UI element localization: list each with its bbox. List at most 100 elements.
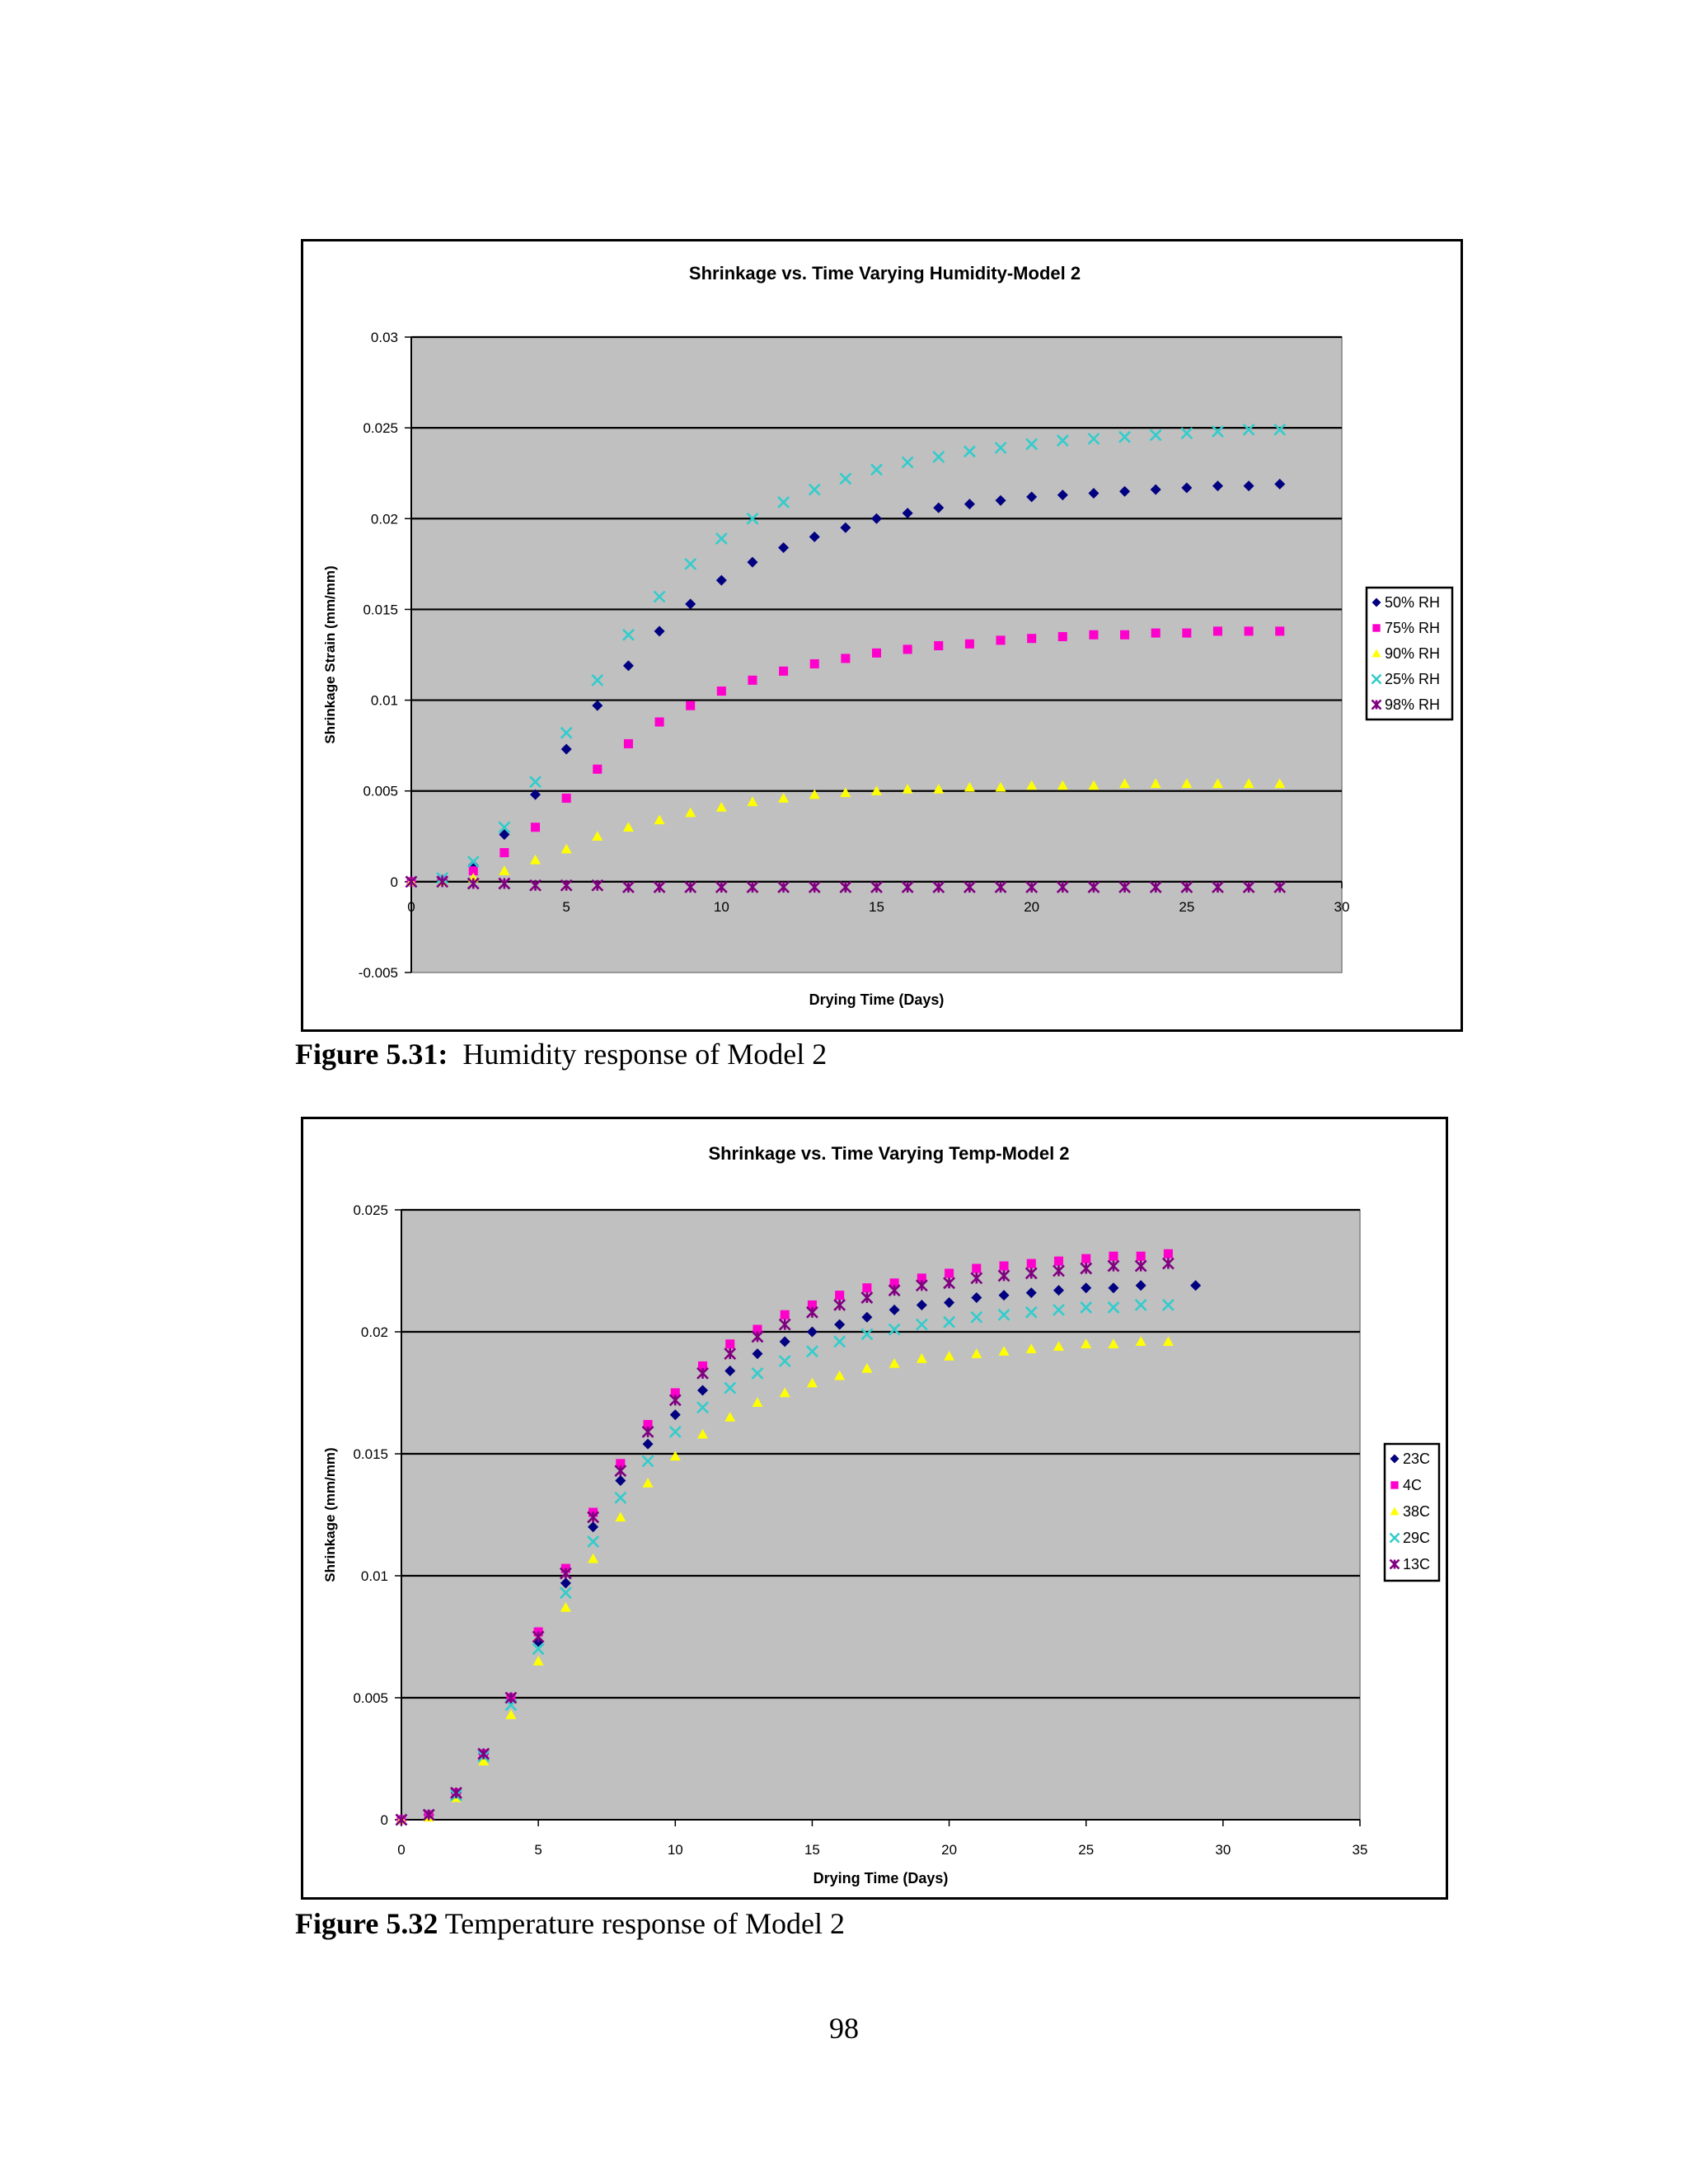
legend-marker [1390,1481,1399,1489]
data-point [806,1326,818,1338]
data-point [833,1335,846,1348]
data-point [498,821,511,834]
x-tick-label: 30 [1215,1842,1231,1858]
data-point [532,1643,545,1656]
data-point [871,513,882,524]
data-point [1181,482,1193,494]
legend-marker [1390,1507,1400,1516]
data-point [1118,881,1131,893]
data-point [916,1353,927,1363]
x-axis-label: Drying Time (Days) [809,991,945,1008]
data-point [1057,631,1067,641]
data-point [697,1385,709,1396]
data-point [861,1311,873,1323]
data-point [1080,1262,1093,1275]
data-point [1026,1258,1036,1268]
data-point [746,881,759,893]
data-point [724,1365,736,1376]
data-point [752,1348,763,1360]
data-point [1107,1301,1120,1314]
y-tick-label: 0.025 [353,1202,388,1218]
data-point [654,626,665,637]
data-point [964,499,975,510]
data-point [1163,1249,1173,1258]
data-point [917,1273,926,1283]
data-point [777,881,790,893]
data-point [1081,1282,1092,1294]
data-point [862,1283,872,1293]
data-point [751,1366,764,1380]
data-point [933,502,945,513]
data-point [697,1428,709,1439]
data-point [998,1346,1010,1356]
data-point [1149,881,1162,893]
series-4 [395,1257,1175,1826]
data-point [972,1263,982,1273]
data-point [970,1272,983,1285]
legend-marker [1372,598,1381,607]
data-point [1180,427,1193,440]
y-tick-label: 0.015 [363,602,398,617]
data-point [653,590,666,603]
data-point [467,860,479,871]
data-point [622,881,635,893]
data-point [779,1336,790,1347]
data-point [587,1511,600,1524]
legend-label: 38C [1403,1503,1430,1520]
y-tick-label: 0.015 [353,1446,388,1462]
data-point [685,807,696,818]
data-point [614,1491,627,1504]
data-point [715,574,727,586]
legend-label: 98% RH [1385,696,1440,713]
data-point [870,881,883,893]
data-point [1161,1299,1175,1311]
data-point [587,1535,600,1548]
data-point [529,879,542,892]
data-point [622,628,635,641]
x-tick-label: 10 [668,1842,683,1858]
data-point [422,1808,435,1821]
y-tick-label: 0.01 [371,693,398,709]
data-point [1135,1336,1146,1347]
data-point [560,1601,571,1612]
legend-label: 90% RH [1385,645,1440,662]
data-point [560,726,573,739]
data-point [778,542,790,554]
data-point [532,1630,545,1643]
data-point [1212,881,1224,893]
data-point [715,881,728,893]
legend-label: 50% RH [1385,594,1440,611]
data-point [964,639,974,649]
data-point [1087,881,1100,893]
x-tick-label: 25 [1078,1842,1094,1858]
data-point [1244,626,1254,636]
data-point [806,1305,818,1319]
data-point [915,1279,928,1292]
data-point [1243,778,1254,789]
data-point [1243,480,1254,492]
y-tick-label: 0.01 [361,1568,388,1584]
data-point [1081,1338,1092,1348]
data-point [716,687,726,696]
data-point [971,1348,982,1358]
data-point [561,794,571,804]
data-point [902,784,913,794]
data-point [999,1261,1009,1271]
data-point [889,1278,899,1288]
data-point [684,881,697,893]
data-point [1056,434,1069,447]
data-point [505,1709,517,1719]
data-point [888,1284,901,1297]
data-point [748,675,757,685]
data-point [616,1459,626,1469]
data-point [715,802,727,812]
data-point [1150,778,1161,789]
data-point [841,654,851,663]
data-point [751,1330,764,1343]
data-point [996,635,1006,645]
data-point [1088,487,1100,499]
data-point [614,1465,627,1478]
data-point [468,866,478,876]
data-point [1025,1343,1037,1353]
data-point [916,1299,927,1310]
